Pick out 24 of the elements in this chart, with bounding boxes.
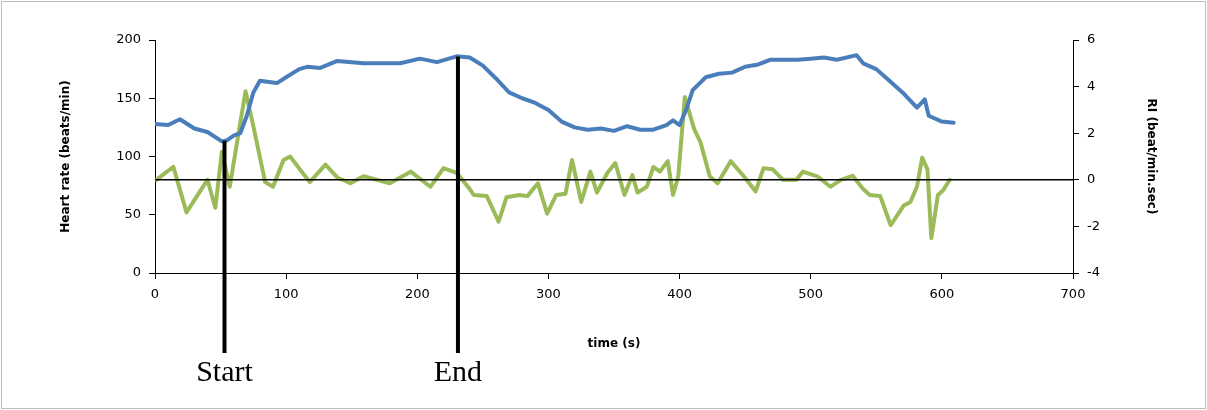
y2-tick-label: -2	[1087, 217, 1100, 233]
y-tick-label: 200	[116, 31, 141, 47]
ref-line-label: Start	[196, 353, 254, 387]
y2-tick-label: 0	[1087, 171, 1096, 187]
y2-axis-title: RI (beat/min.sec)	[1144, 98, 1159, 215]
x-tick-label: 500	[798, 286, 824, 302]
y2-tick-label: 6	[1087, 31, 1096, 47]
x-tick-label: 700	[1060, 286, 1086, 302]
x-tick-label: 300	[536, 286, 561, 302]
y-axis-title: Heart rate (beats/min)	[58, 80, 73, 233]
y-tick-label: 0	[132, 264, 141, 280]
y2-tick-label: 4	[1087, 77, 1096, 93]
x-tick-label: 100	[273, 286, 299, 302]
y-tick-label: 150	[116, 89, 141, 105]
x-tick-label: 200	[404, 286, 430, 302]
x-tick-label: 600	[929, 286, 955, 302]
ref-line-label: End	[433, 353, 483, 387]
x-axis-title: time (s)	[587, 335, 641, 350]
y2-tick-label: -4	[1087, 264, 1100, 280]
x-tick-label: 0	[150, 286, 160, 302]
x-tick-label: 400	[667, 286, 692, 302]
y-tick-label: 100	[116, 147, 141, 163]
y2-tick-label: 2	[1087, 124, 1096, 140]
y-tick-label: 50	[124, 206, 141, 222]
